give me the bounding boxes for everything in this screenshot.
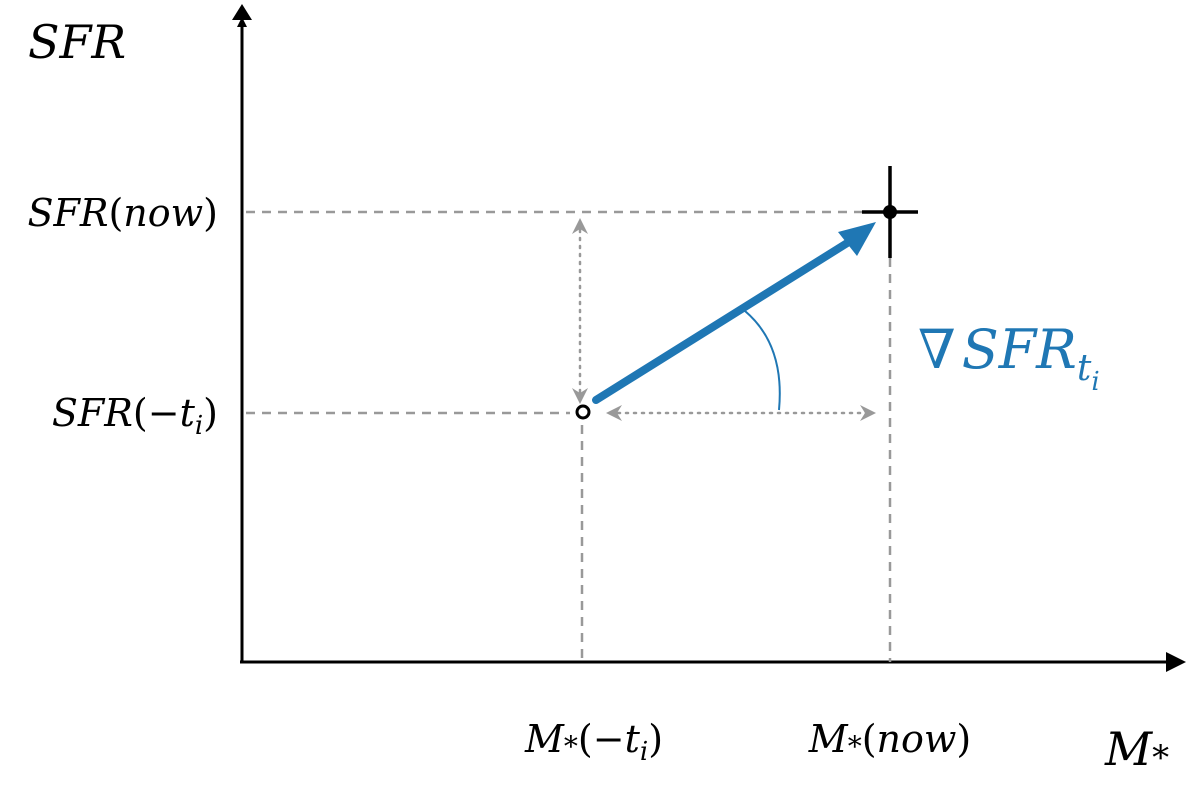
delta-mass-arrowhead-left [606, 405, 622, 421]
x-tick-mass-past: M*(−ti) [524, 717, 663, 767]
delta-mass-arrowhead-right [860, 405, 876, 421]
angle-arc [744, 310, 781, 411]
x-tick-mass-now: M*(now) [808, 717, 971, 763]
x-axis-arrowhead [1166, 652, 1186, 672]
x-axis-label: M* [1104, 722, 1169, 778]
y-axis-arrowhead [232, 4, 252, 20]
delta-sfr-arrowhead-top [572, 218, 588, 234]
y-axis-label: SFR [28, 15, 126, 69]
y-tick-sfr-now: SFR(now) [27, 191, 218, 235]
past-point [575, 404, 591, 420]
gradient-arrow-shaft [592, 236, 856, 404]
y-tick-sfr-past: SFR(−ti) [52, 391, 218, 441]
delta-sfr-arrowhead-bottom [572, 388, 588, 404]
gradient-arrowhead [838, 222, 876, 256]
gradient-label: ∇ SFRti [918, 318, 1100, 397]
now-point [883, 205, 897, 219]
